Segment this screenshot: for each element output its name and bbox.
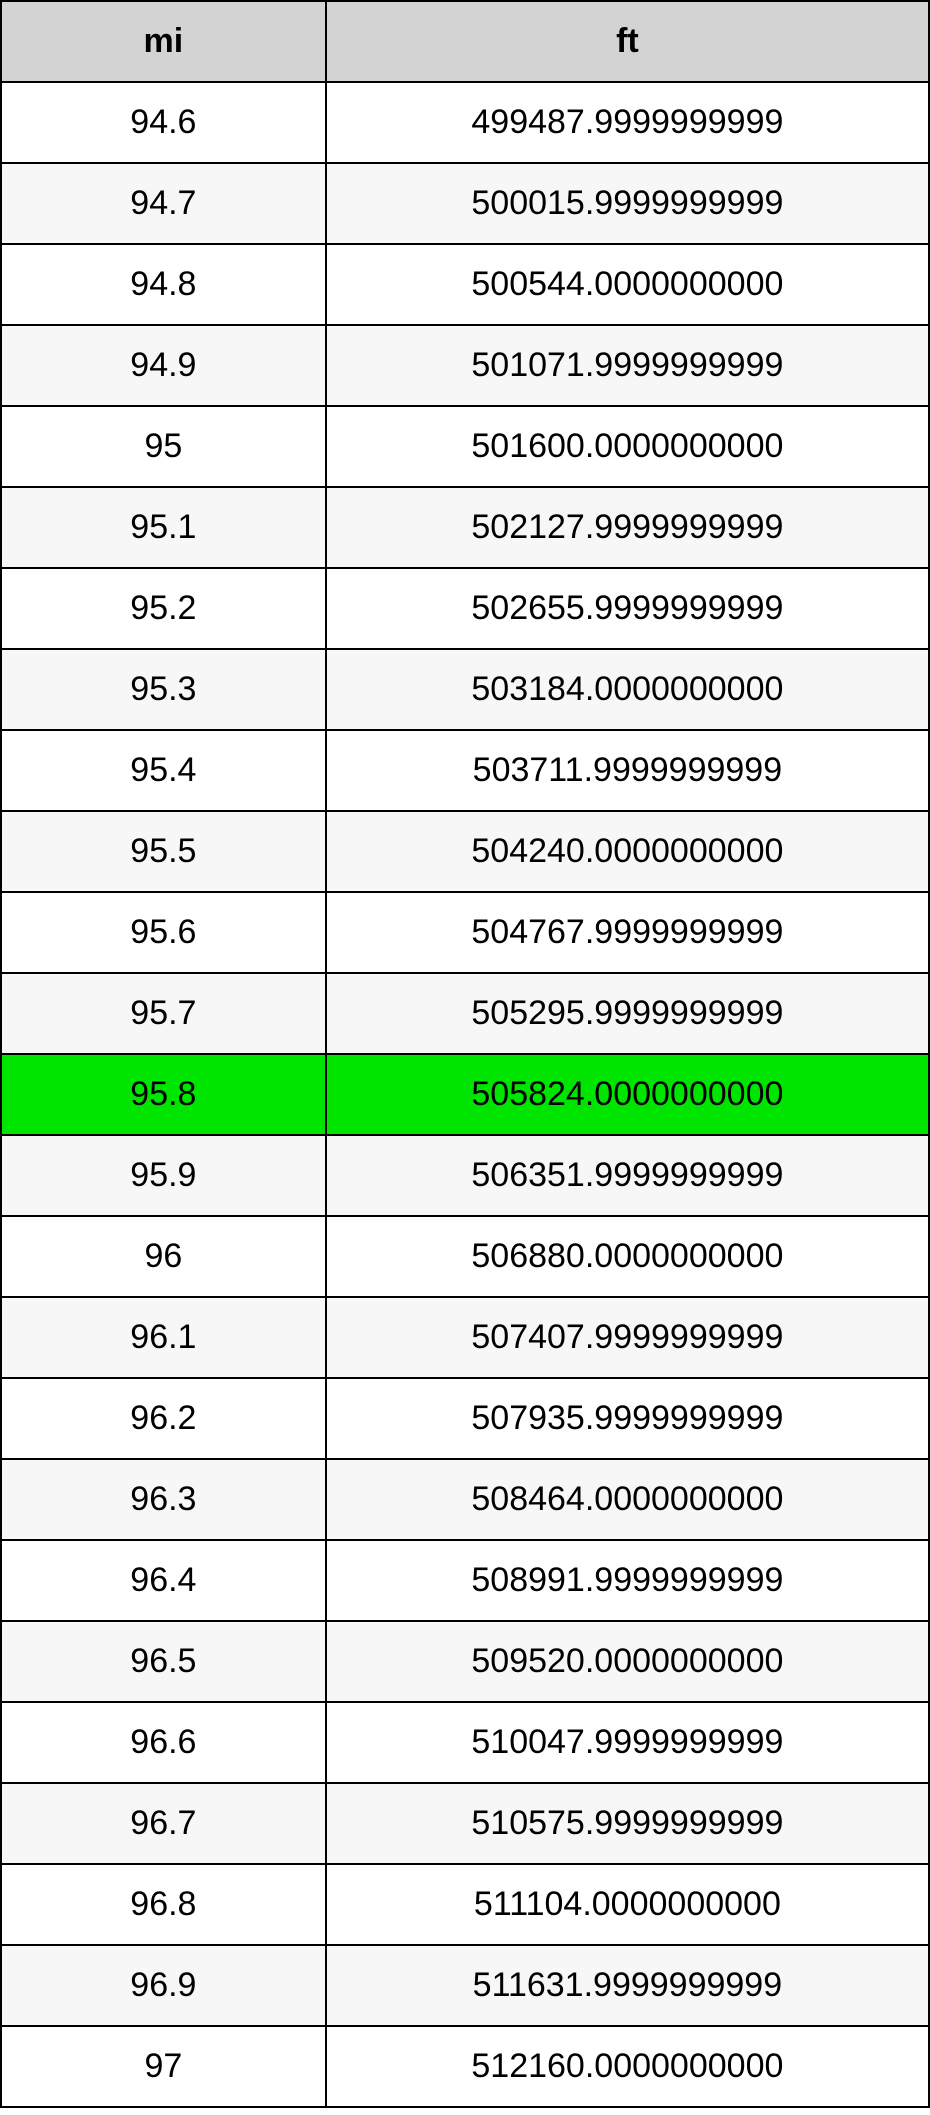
- cell-ft: 501071.9999999999: [326, 325, 929, 406]
- table-row: 95.1502127.9999999999: [1, 487, 929, 568]
- cell-mi: 95.7: [1, 973, 326, 1054]
- cell-mi: 96.3: [1, 1459, 326, 1540]
- conversion-table: mi ft 94.6499487.999999999994.7500015.99…: [0, 0, 930, 2108]
- cell-mi: 96: [1, 1216, 326, 1297]
- cell-ft: 500015.9999999999: [326, 163, 929, 244]
- cell-mi: 94.8: [1, 244, 326, 325]
- cell-mi: 96.9: [1, 1945, 326, 2026]
- table-row: 95.6504767.9999999999: [1, 892, 929, 973]
- table-row: 96.7510575.9999999999: [1, 1783, 929, 1864]
- cell-ft: 502127.9999999999: [326, 487, 929, 568]
- cell-ft: 507407.9999999999: [326, 1297, 929, 1378]
- cell-ft: 504767.9999999999: [326, 892, 929, 973]
- table-row: 96.9511631.9999999999: [1, 1945, 929, 2026]
- table-row: 96506880.0000000000: [1, 1216, 929, 1297]
- table-row: 95.9506351.9999999999: [1, 1135, 929, 1216]
- cell-ft: 500544.0000000000: [326, 244, 929, 325]
- cell-ft: 511631.9999999999: [326, 1945, 929, 2026]
- cell-ft: 509520.0000000000: [326, 1621, 929, 1702]
- table-header: mi ft: [1, 1, 929, 82]
- cell-ft: 511104.0000000000: [326, 1864, 929, 1945]
- cell-mi: 95.5: [1, 811, 326, 892]
- table-row: 94.8500544.0000000000: [1, 244, 929, 325]
- cell-ft: 504240.0000000000: [326, 811, 929, 892]
- table-row: 96.6510047.9999999999: [1, 1702, 929, 1783]
- header-row: mi ft: [1, 1, 929, 82]
- cell-ft: 501600.0000000000: [326, 406, 929, 487]
- table-row: 94.6499487.9999999999: [1, 82, 929, 163]
- cell-mi: 95.6: [1, 892, 326, 973]
- cell-ft: 512160.0000000000: [326, 2026, 929, 2107]
- cell-mi: 96.5: [1, 1621, 326, 1702]
- table-row: 95.5504240.0000000000: [1, 811, 929, 892]
- table-row: 97512160.0000000000: [1, 2026, 929, 2107]
- table-row: 96.3508464.0000000000: [1, 1459, 929, 1540]
- table-body: 94.6499487.999999999994.7500015.99999999…: [1, 82, 929, 2107]
- cell-mi: 97: [1, 2026, 326, 2107]
- table-row: 96.8511104.0000000000: [1, 1864, 929, 1945]
- cell-ft: 505824.0000000000: [326, 1054, 929, 1135]
- table-row: 96.4508991.9999999999: [1, 1540, 929, 1621]
- cell-mi: 96.1: [1, 1297, 326, 1378]
- cell-mi: 94.9: [1, 325, 326, 406]
- cell-mi: 96.6: [1, 1702, 326, 1783]
- cell-ft: 507935.9999999999: [326, 1378, 929, 1459]
- table-row: 95.2502655.9999999999: [1, 568, 929, 649]
- cell-mi: 94.6: [1, 82, 326, 163]
- cell-ft: 510047.9999999999: [326, 1702, 929, 1783]
- cell-mi: 95: [1, 406, 326, 487]
- cell-ft: 503711.9999999999: [326, 730, 929, 811]
- table-row: 94.9501071.9999999999: [1, 325, 929, 406]
- cell-ft: 506351.9999999999: [326, 1135, 929, 1216]
- cell-ft: 503184.0000000000: [326, 649, 929, 730]
- cell-mi: 95.9: [1, 1135, 326, 1216]
- cell-ft: 508464.0000000000: [326, 1459, 929, 1540]
- cell-mi: 96.8: [1, 1864, 326, 1945]
- cell-mi: 95.3: [1, 649, 326, 730]
- cell-ft: 510575.9999999999: [326, 1783, 929, 1864]
- cell-mi: 96.2: [1, 1378, 326, 1459]
- table-row: 95.4503711.9999999999: [1, 730, 929, 811]
- table-row: 94.7500015.9999999999: [1, 163, 929, 244]
- cell-ft: 502655.9999999999: [326, 568, 929, 649]
- table-row: 95501600.0000000000: [1, 406, 929, 487]
- table-row: 96.2507935.9999999999: [1, 1378, 929, 1459]
- table-row: 95.8505824.0000000000: [1, 1054, 929, 1135]
- cell-mi: 95.8: [1, 1054, 326, 1135]
- cell-ft: 505295.9999999999: [326, 973, 929, 1054]
- cell-ft: 499487.9999999999: [326, 82, 929, 163]
- cell-mi: 95.1: [1, 487, 326, 568]
- column-header-mi: mi: [1, 1, 326, 82]
- table-row: 96.5509520.0000000000: [1, 1621, 929, 1702]
- cell-mi: 96.7: [1, 1783, 326, 1864]
- cell-mi: 94.7: [1, 163, 326, 244]
- column-header-ft: ft: [326, 1, 929, 82]
- cell-mi: 96.4: [1, 1540, 326, 1621]
- cell-ft: 508991.9999999999: [326, 1540, 929, 1621]
- table-row: 96.1507407.9999999999: [1, 1297, 929, 1378]
- cell-mi: 95.4: [1, 730, 326, 811]
- table-row: 95.3503184.0000000000: [1, 649, 929, 730]
- table-row: 95.7505295.9999999999: [1, 973, 929, 1054]
- cell-ft: 506880.0000000000: [326, 1216, 929, 1297]
- cell-mi: 95.2: [1, 568, 326, 649]
